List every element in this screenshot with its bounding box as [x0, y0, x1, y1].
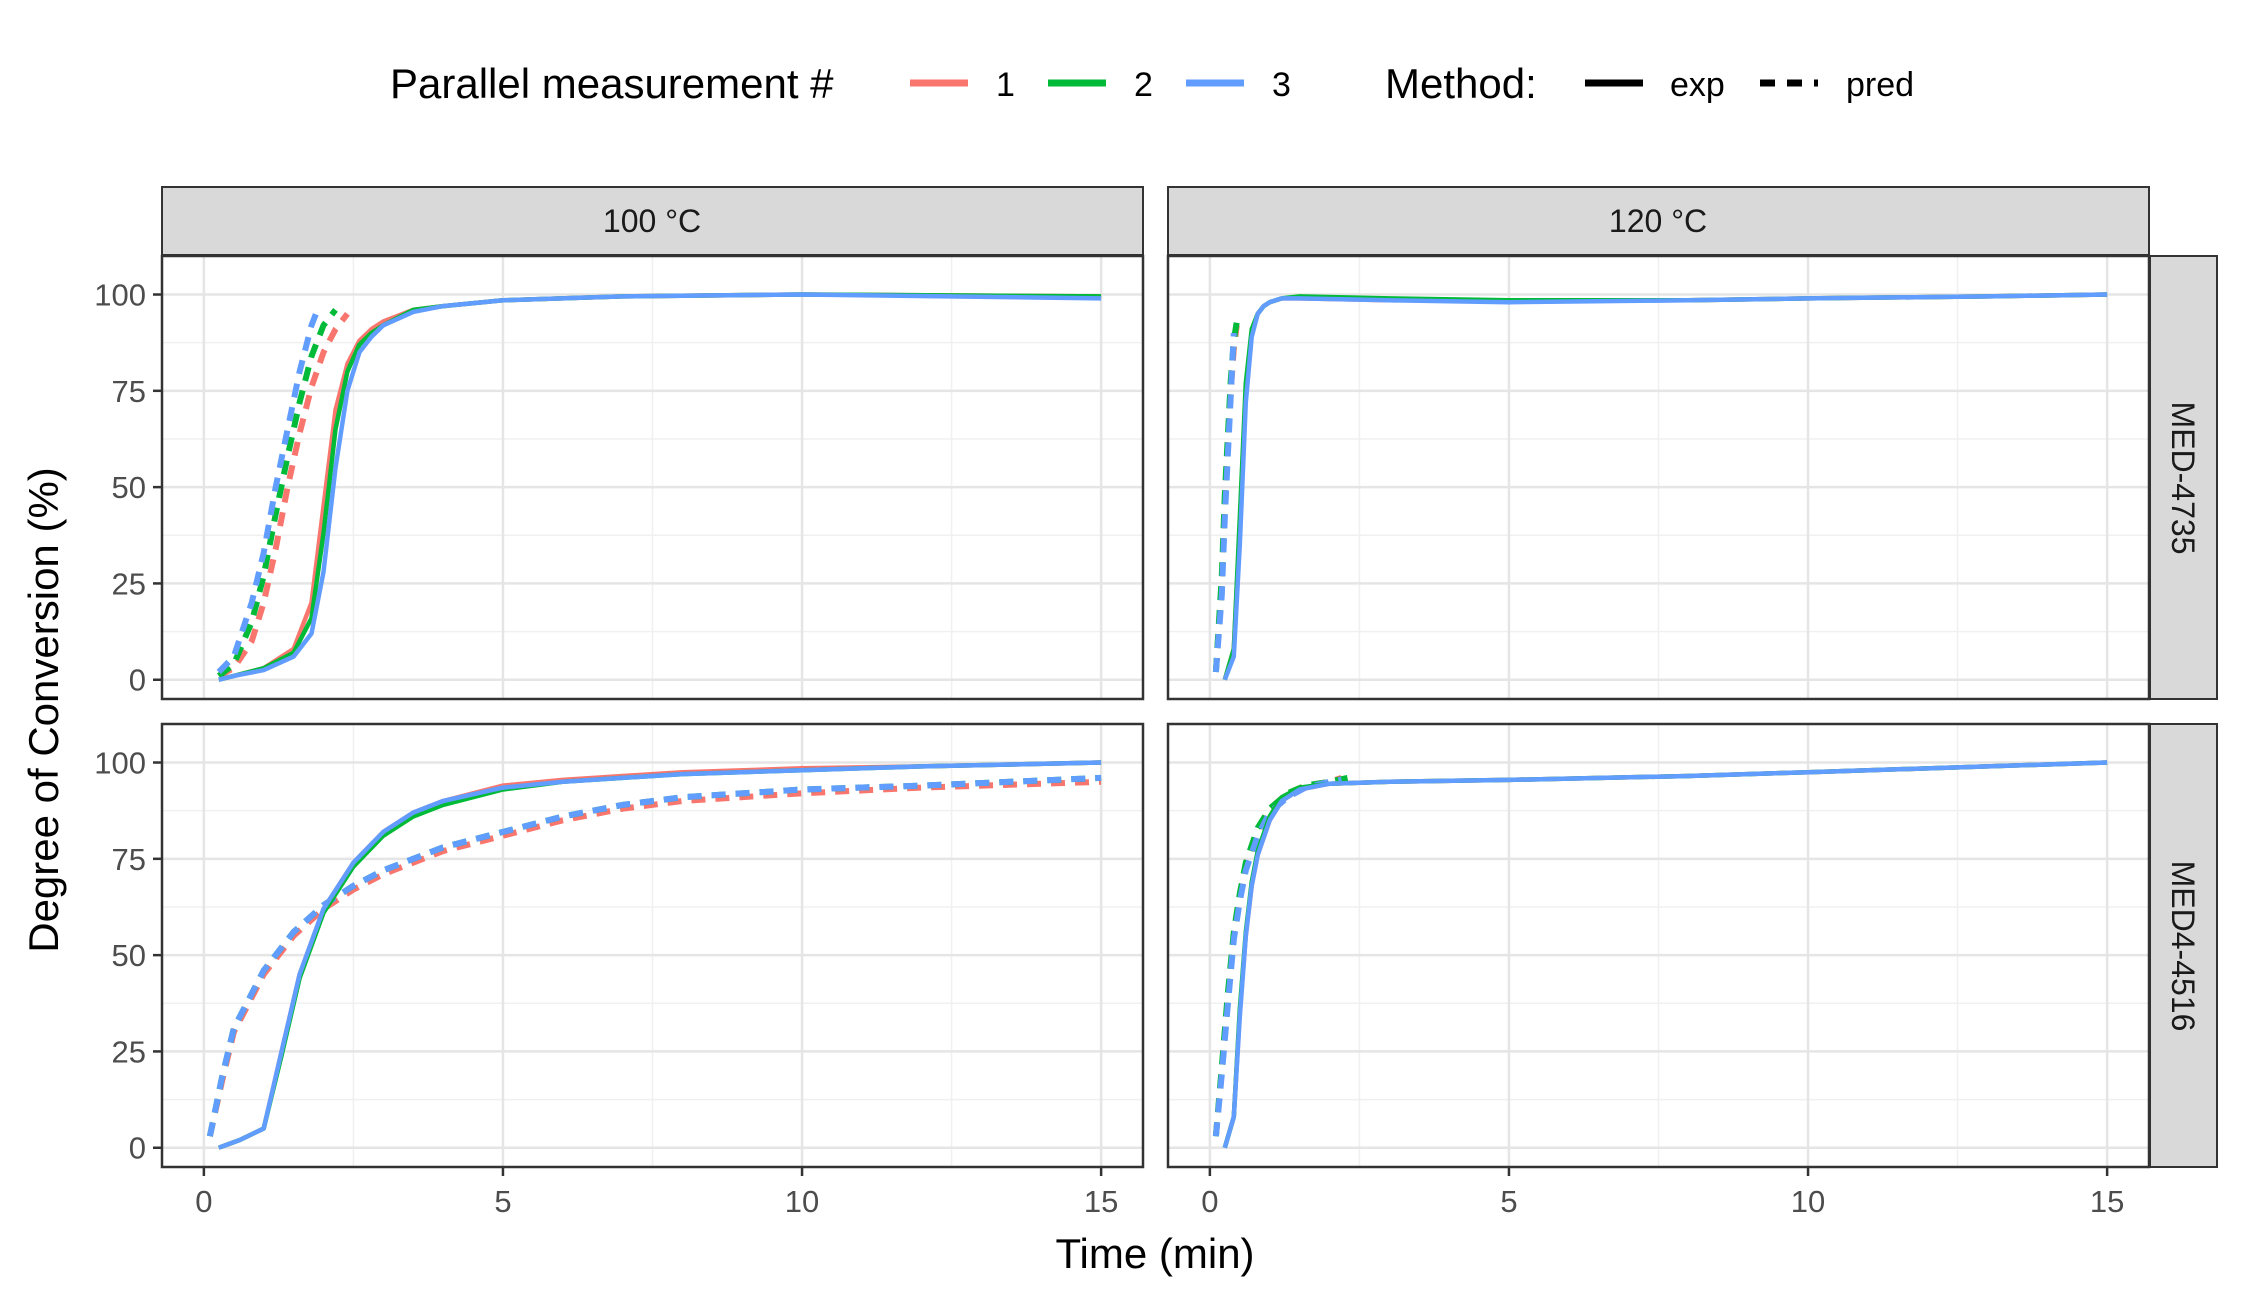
y-tick-label: 25 [112, 1034, 146, 1069]
panel-border [1166, 254, 2151, 701]
y-tick-label: 75 [112, 374, 146, 409]
x-tick-label: 15 [2090, 1184, 2124, 1219]
strip-column-2-label: 120 °C [1609, 203, 1707, 239]
series-line-pred-3 [206, 774, 1102, 1137]
x-tick-label: 0 [1201, 1184, 1218, 1219]
y-tick-label: 100 [94, 278, 146, 313]
series-line-exp-3 [218, 292, 1102, 682]
x-tick-label: 15 [1084, 1184, 1118, 1219]
strip-row-2: MED4-4516 [2149, 723, 2218, 1168]
y-tick-label: 25 [112, 566, 146, 601]
y-tick-label: 50 [112, 470, 146, 505]
panel-4 [1166, 722, 2151, 1169]
legend-label-1: 1 [996, 66, 1015, 104]
y-tick-label: 100 [94, 746, 146, 781]
x-tick-label: 10 [1791, 1184, 1825, 1219]
panel-border [1166, 722, 2151, 1169]
x-axis-ticks: 0 5 10 15 0 5 10 15 [195, 1167, 2124, 1219]
strip-column-2: 120 °C [1167, 186, 2150, 256]
series-line-exp-3 [1222, 292, 2108, 681]
x-tick-label: 5 [494, 1184, 511, 1219]
series-line-exp-3 [218, 760, 1102, 1150]
series-line-exp-3 [1222, 760, 2108, 1149]
y-axis-title: Degree of Conversion (%) [20, 467, 67, 953]
x-tick-label: 5 [1500, 1184, 1517, 1219]
y-tick-label: 75 [112, 842, 146, 877]
x-axis-title: Time (min) [1055, 1230, 1254, 1277]
panels [160, 254, 2151, 1169]
legend-method-title: Method: [1385, 60, 1537, 107]
strip-row-1: MED-4735 [2149, 255, 2218, 700]
panel-2 [1166, 254, 2151, 701]
panel-1 [160, 254, 1145, 701]
legend-label-2: 2 [1134, 66, 1153, 104]
strip-column-1-label: 100 °C [603, 203, 701, 239]
series-line-pred-1 [206, 778, 1102, 1137]
legend-label-pred: pred [1846, 66, 1914, 104]
series-line-pred-3 [1212, 332, 1237, 673]
panel-border [160, 722, 1145, 1169]
strip-row-1-label: MED-4735 [2165, 402, 2201, 555]
panel-3 [160, 722, 1145, 1169]
panel-border [160, 254, 1145, 701]
x-tick-label: 0 [195, 1184, 212, 1219]
y-tick-label: 0 [129, 1131, 146, 1166]
y-tick-label: 0 [129, 663, 146, 698]
y-axis-ticks: 0 25 50 75 100 0 25 50 75 100 [94, 278, 162, 1166]
x-tick-label: 10 [785, 1184, 819, 1219]
legend: Parallel measurement # 1 2 3 Method: exp… [390, 60, 1914, 107]
series-line-pred-3 [216, 308, 321, 675]
legend-label-3: 3 [1272, 66, 1291, 104]
strip-row-2-label: MED4-4516 [2165, 861, 2201, 1032]
y-tick-label: 50 [112, 938, 146, 973]
strip-column-1: 100 °C [161, 186, 1144, 256]
legend-measurement-title: Parallel measurement # [390, 60, 834, 107]
series-line-pred-2 [216, 308, 338, 679]
legend-label-exp: exp [1670, 66, 1725, 104]
